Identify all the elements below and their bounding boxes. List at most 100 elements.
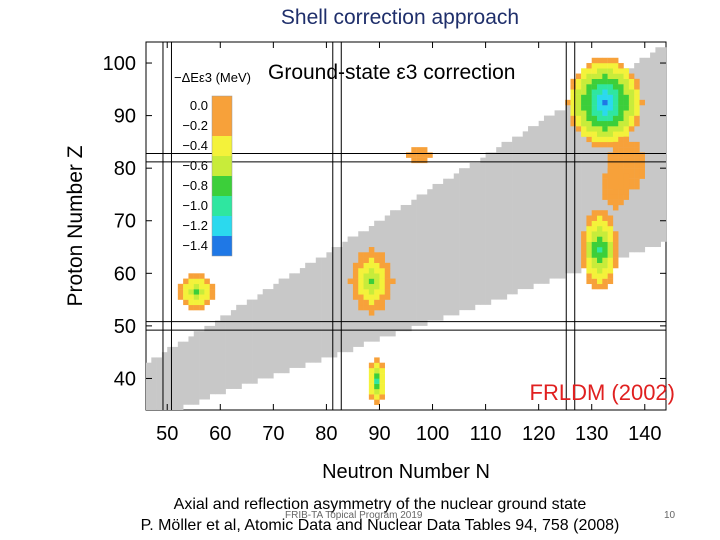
correction-cell <box>363 252 370 258</box>
correction-cell <box>363 262 370 269</box>
correction-cell <box>612 136 619 143</box>
correction-cell <box>597 220 603 227</box>
correction-cell <box>602 120 608 127</box>
nuclide-band-column <box>597 84 603 263</box>
correction-cell <box>347 278 354 285</box>
correction-cell <box>597 136 603 143</box>
correction-cell <box>597 257 603 263</box>
correction-cell <box>565 99 571 106</box>
correction-cell <box>623 115 630 122</box>
correction-cell <box>368 289 375 295</box>
correction-cell <box>607 268 614 274</box>
correction-cell <box>363 273 370 279</box>
correction-cell <box>379 383 385 390</box>
correction-cell <box>602 231 608 237</box>
correction-cell <box>618 131 624 137</box>
correction-cell <box>602 126 608 132</box>
correction-cell <box>607 136 614 143</box>
correction-cell <box>612 236 619 242</box>
correction-cell <box>586 252 592 258</box>
nuclide-band-column <box>230 310 237 389</box>
correction-cell <box>581 115 587 122</box>
correction-cell <box>612 252 619 258</box>
correction-cell <box>618 110 624 116</box>
correction-cell <box>597 210 603 216</box>
correction-cell <box>634 157 640 164</box>
nuclide-band-column <box>273 283 279 374</box>
nuclide-band-column <box>262 289 269 379</box>
correction-cell <box>607 189 614 195</box>
correction-cell <box>612 110 619 116</box>
correction-cell <box>618 105 624 111</box>
correction-cell <box>607 231 614 237</box>
correction-cell <box>570 120 576 127</box>
nuclide-band-column <box>151 357 157 410</box>
correction-cell <box>374 394 380 400</box>
correction-cell <box>570 89 576 95</box>
correction-cell <box>618 136 624 143</box>
correction-cell <box>199 289 205 295</box>
nuclide-band-column <box>549 115 555 279</box>
correction-cell <box>597 73 603 79</box>
correction-cell <box>618 152 624 158</box>
correction-cell <box>586 231 592 237</box>
correction-cell <box>634 152 640 158</box>
correction-cell <box>602 236 608 242</box>
correction-cell <box>575 110 582 116</box>
correction-cell <box>597 120 603 127</box>
correction-cell <box>602 262 608 269</box>
correction-cell <box>597 115 603 122</box>
correction-cell <box>368 283 375 290</box>
nuclide-band-column <box>522 131 529 290</box>
correction-cell <box>597 283 603 290</box>
correction-cell <box>193 304 200 311</box>
correction-cell <box>586 278 592 285</box>
correction-cell <box>586 241 592 248</box>
nuclide-band-column <box>241 304 248 384</box>
legend-swatch <box>212 136 232 156</box>
correction-cell <box>607 89 614 95</box>
correction-cell <box>623 131 630 137</box>
correction-cell <box>634 147 640 153</box>
correction-cell <box>586 63 592 69</box>
correction-cell <box>602 78 608 85</box>
y-axis-label: Proton Number Z <box>64 145 87 306</box>
correction-cell <box>607 183 614 190</box>
nuclide-band-column <box>517 136 524 290</box>
correction-cell <box>607 178 614 185</box>
correction-cell <box>623 68 630 74</box>
nuclide-band-column <box>437 183 444 321</box>
correction-cell <box>368 394 375 400</box>
correction-cell <box>581 257 587 263</box>
correction-cell <box>602 57 608 64</box>
legend-label: −0.4 <box>182 138 208 153</box>
correction-cell <box>374 373 380 379</box>
nuclide-band-column <box>268 289 274 379</box>
correction-cell <box>602 68 608 74</box>
nuclide-band-column <box>650 52 656 248</box>
legend-label: −0.2 <box>182 118 208 133</box>
correction-cell <box>628 89 635 95</box>
correction-cell <box>639 162 645 169</box>
slide-title: Shell correction approach <box>280 6 520 29</box>
correction-cell <box>618 78 624 85</box>
chart-title: Ground-state ε3 correction <box>268 61 515 84</box>
correction-cell <box>607 78 614 85</box>
nuclide-band-column <box>575 99 582 274</box>
correction-cell <box>602 194 608 200</box>
correction-cell <box>591 220 598 227</box>
nuclide-band-column <box>411 199 417 326</box>
correction-cell <box>591 247 598 253</box>
legend-label: −1.2 <box>182 218 208 233</box>
correction-cell <box>623 147 630 153</box>
correction-cell <box>612 84 619 90</box>
correction-cell <box>612 189 619 195</box>
correction-cell <box>612 94 619 101</box>
correction-cell <box>183 294 189 300</box>
correction-cell <box>586 126 592 132</box>
correction-cell <box>591 94 598 101</box>
y-tick-label: 90 <box>114 106 136 128</box>
correction-cell <box>634 173 640 179</box>
correction-cell <box>368 257 375 263</box>
correction-cell <box>575 73 582 79</box>
